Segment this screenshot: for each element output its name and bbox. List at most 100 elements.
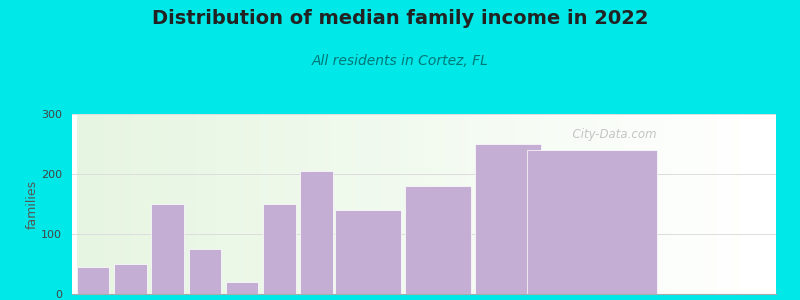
Bar [136,114,139,294]
Bar [553,114,556,294]
Bar [115,114,118,294]
Bar [403,114,406,294]
Bar [636,114,639,294]
Bar [108,114,111,294]
Bar [393,114,396,294]
Bar [702,114,706,294]
Bar [622,114,626,294]
Bar [354,114,358,294]
Bar [94,114,98,294]
Bar [358,114,362,294]
Bar [295,114,299,294]
Bar [139,114,142,294]
Bar [351,114,354,294]
Bar [761,114,764,294]
Bar [611,114,615,294]
Bar [476,114,479,294]
Bar [466,114,469,294]
Bar [563,114,566,294]
Bar [146,114,150,294]
Bar [764,114,768,294]
Text: Distribution of median family income in 2022: Distribution of median family income in … [152,9,648,28]
Bar [285,114,289,294]
Bar [226,282,258,294]
Bar [526,150,657,294]
Bar [372,114,375,294]
Bar [301,171,333,294]
Bar [299,114,302,294]
Bar [111,114,115,294]
Bar [507,114,511,294]
Bar [379,114,382,294]
Bar [271,114,274,294]
Bar [574,114,577,294]
Bar [570,114,574,294]
Bar [594,114,598,294]
Bar [101,114,105,294]
Bar [292,114,295,294]
Bar [122,114,126,294]
Bar [163,114,167,294]
Bar [400,114,403,294]
Bar [151,204,184,294]
Bar [181,114,184,294]
Bar [334,114,337,294]
Bar [105,114,108,294]
Bar [194,114,198,294]
Bar [184,114,188,294]
Bar [486,114,490,294]
Bar [250,114,254,294]
Bar [114,264,146,294]
Bar [209,114,212,294]
Bar [362,114,365,294]
Bar [462,114,466,294]
Bar [639,114,643,294]
Bar [268,114,271,294]
Bar [483,114,486,294]
Bar [626,114,629,294]
Bar [538,114,542,294]
Bar [688,114,691,294]
Bar [584,114,587,294]
Bar [633,114,636,294]
Bar [646,114,650,294]
Bar [247,114,250,294]
Bar [722,114,726,294]
Bar [170,114,174,294]
Bar [274,114,278,294]
Bar [566,114,570,294]
Bar [341,114,344,294]
Bar [375,114,379,294]
Bar [522,114,525,294]
Bar [657,114,660,294]
Bar [157,114,160,294]
Bar [434,114,438,294]
Bar [174,114,178,294]
Bar [695,114,698,294]
Bar [222,114,226,294]
Bar [608,114,611,294]
Bar [313,114,316,294]
Bar [261,114,264,294]
Bar [191,114,194,294]
Bar [691,114,695,294]
Bar [615,114,618,294]
Bar [226,114,230,294]
Bar [438,114,442,294]
Bar [118,114,122,294]
Bar [458,114,462,294]
Bar [726,114,730,294]
Bar [442,114,445,294]
Bar [473,114,476,294]
Bar [178,114,181,294]
Bar [667,114,670,294]
Bar [479,114,483,294]
Bar [240,114,243,294]
Bar [525,114,528,294]
Bar [188,114,191,294]
Bar [549,114,553,294]
Bar [448,114,452,294]
Bar [452,114,455,294]
Bar [514,114,518,294]
Bar [706,114,709,294]
